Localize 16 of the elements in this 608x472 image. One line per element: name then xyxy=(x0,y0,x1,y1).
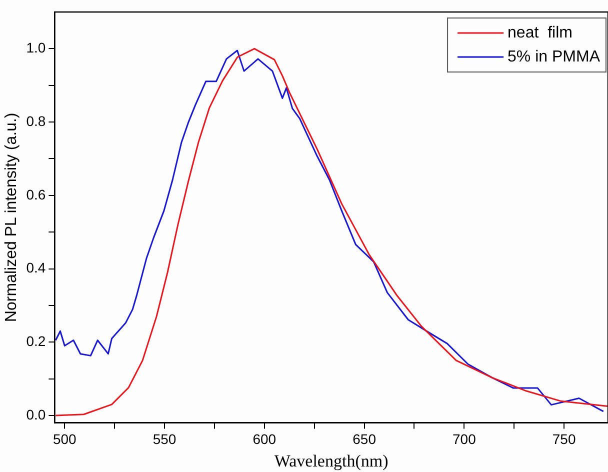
x-tick-label: 700 xyxy=(452,431,476,448)
x-tick-label: 600 xyxy=(252,431,276,448)
y-tick-label: 0.6 xyxy=(26,186,46,202)
y-axis-title: Normalized PL intensity (a.u.) xyxy=(3,112,20,322)
legend-label: neat film xyxy=(508,24,572,42)
x-tick-label: 650 xyxy=(352,431,376,448)
y-tick-label: 0.0 xyxy=(26,406,46,422)
y-tick-label: 0.8 xyxy=(26,112,46,129)
x-tick-label: 550 xyxy=(152,431,176,448)
y-tick-label: 0.2 xyxy=(26,332,46,349)
x-axis-title: Wavelength(nm) xyxy=(274,451,388,470)
legend-label: 5% in PMMA xyxy=(508,48,600,66)
y-tick-label: 0.4 xyxy=(26,260,46,276)
y-tick-label: 1.0 xyxy=(26,40,46,56)
x-tick-label: 500 xyxy=(52,431,77,448)
x-tick-label: 750 xyxy=(552,431,576,448)
